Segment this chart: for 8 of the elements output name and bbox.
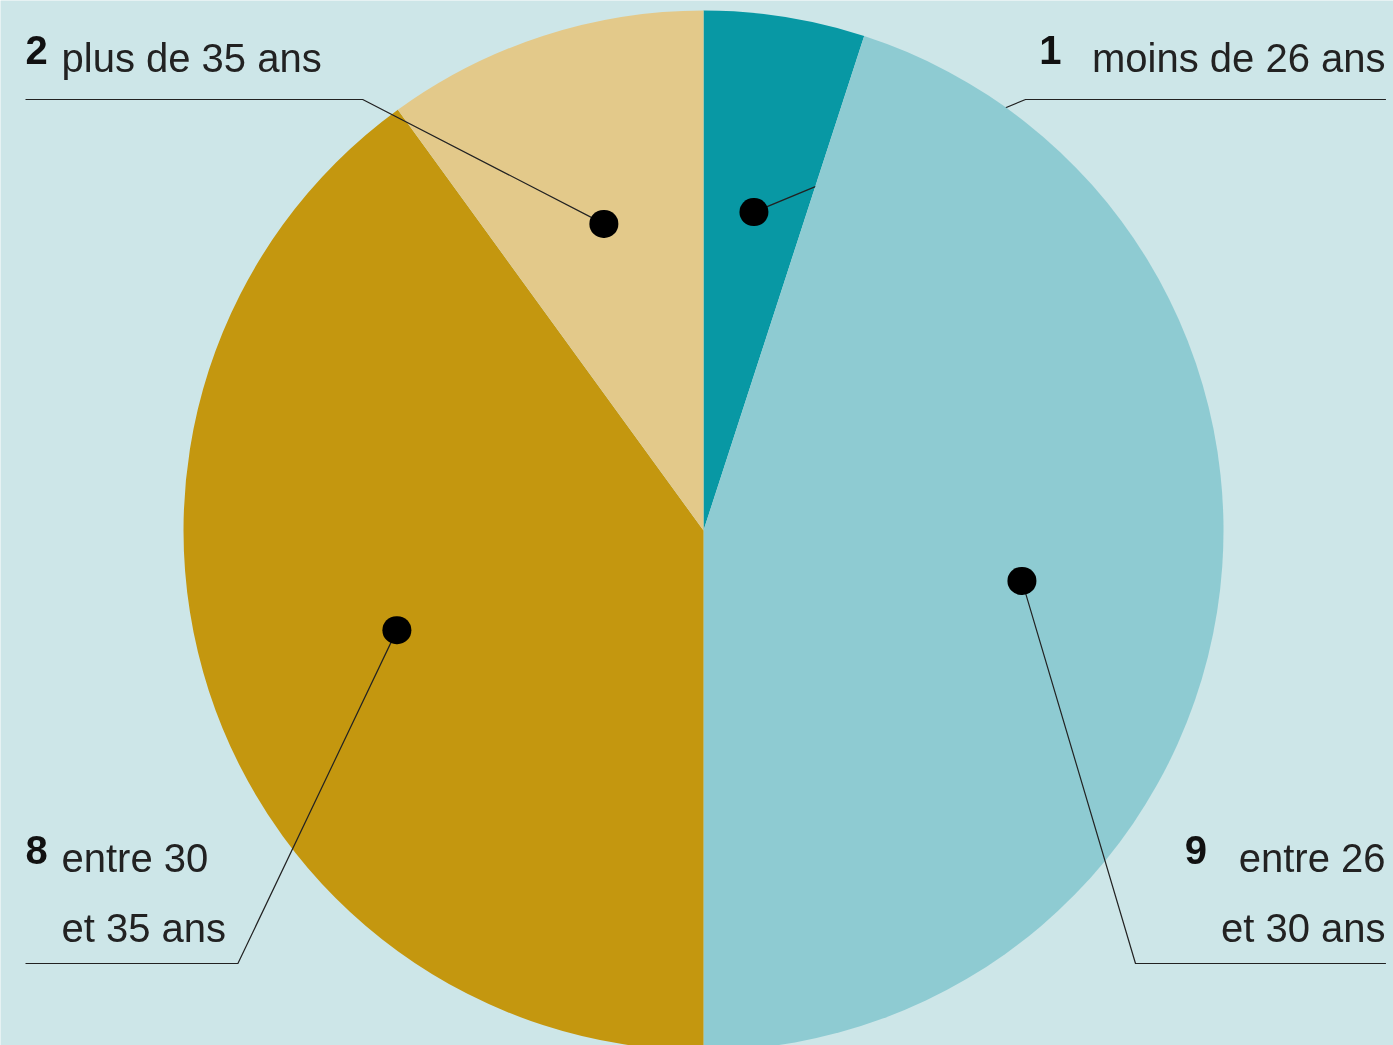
data-label: 9 xyxy=(1184,827,1208,872)
data-label: 1 xyxy=(1039,27,1062,72)
slice-label: moins de 26 ans xyxy=(1091,35,1386,80)
slice-label: entre 26 et 30 ans xyxy=(1220,835,1386,950)
slice-label: entre 30 et 35 ans xyxy=(61,835,227,950)
data-label: 2 xyxy=(25,27,48,72)
slice-label: plus de 35 ans xyxy=(61,35,322,80)
data-label: 8 xyxy=(25,827,48,872)
